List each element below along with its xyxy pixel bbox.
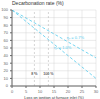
- svg-text:50: 50: [8, 45, 9, 50]
- svg-text:60: 60: [8, 38, 9, 43]
- svg-text:0: 0: [11, 89, 14, 94]
- svg-text:8 %: 8 %: [31, 72, 38, 76]
- svg-text:90: 90: [8, 15, 9, 20]
- svg-text:Loss on ignition at furnace in: Loss on ignition at furnace inlet (%): [24, 96, 84, 99]
- svg-text:25: 25: [80, 89, 85, 94]
- svg-text:0: 0: [8, 83, 9, 88]
- svg-text:80: 80: [8, 23, 9, 28]
- svg-text:5: 5: [25, 89, 28, 94]
- svg-text:10: 10: [38, 89, 43, 94]
- svg-text:20: 20: [8, 68, 9, 73]
- svg-text:η₁ = 0.7%: η₁ = 0.7%: [67, 35, 85, 40]
- svg-text:20: 20: [66, 89, 71, 94]
- svg-text:10: 10: [8, 76, 9, 81]
- svg-text:100 %: 100 %: [43, 72, 54, 76]
- svg-text:70: 70: [8, 30, 9, 35]
- svg-text:η₁ = 1.0%: η₁ = 1.0%: [54, 45, 72, 50]
- svg-text:100: 100: [8, 7, 9, 12]
- svg-text:15: 15: [52, 89, 57, 94]
- html-text:Decarbonation rate (%): Decarbonation rate (%): [12, 0, 64, 6]
- svg-text:40: 40: [8, 53, 9, 58]
- svg-text:30: 30: [8, 61, 9, 66]
